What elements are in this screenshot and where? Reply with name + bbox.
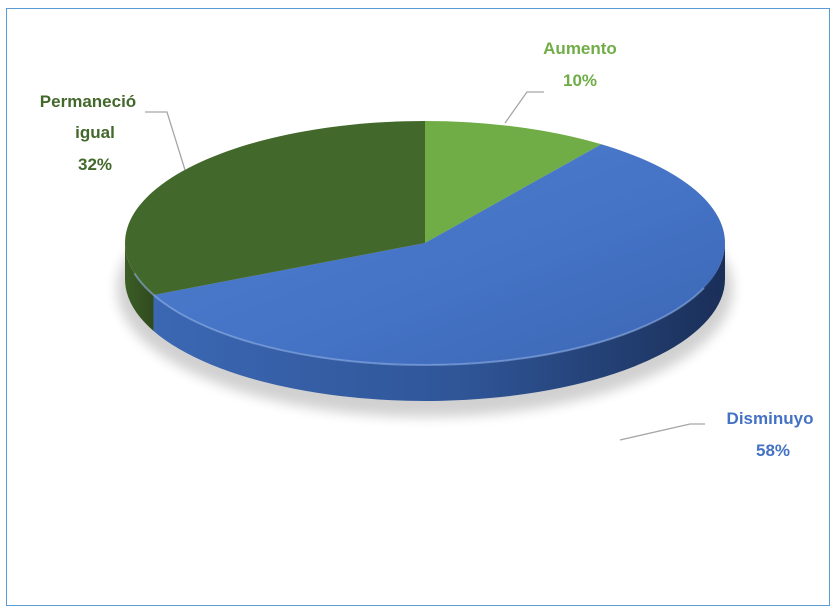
category-label-disminuyo: Disminuyo [727,409,814,428]
leader-line-permaneci-igual [145,111,186,171]
value-label-disminuyo: 58% [756,441,790,460]
pie-slice-permaneci-igual[interactable] [125,120,426,295]
leader-line-disminuyo [619,423,705,441]
category-label-permaneci-igual: Permaneció [40,92,136,111]
category-label-aumento: Aumento [543,39,617,58]
leader-line-aumento [504,91,544,124]
pie-side-disminuyo [153,243,725,401]
pie-rim-highlight [133,272,705,366]
value-label-aumento: 10% [563,71,597,90]
pie-side-permaneci-igual [125,243,154,331]
pie-slice-aumento[interactable] [425,121,602,243]
value-label-permaneci-igual: 32% [78,155,112,174]
pie-slice-disminuyo[interactable] [153,144,725,365]
category-label-permaneci-igual: igual [75,123,115,142]
